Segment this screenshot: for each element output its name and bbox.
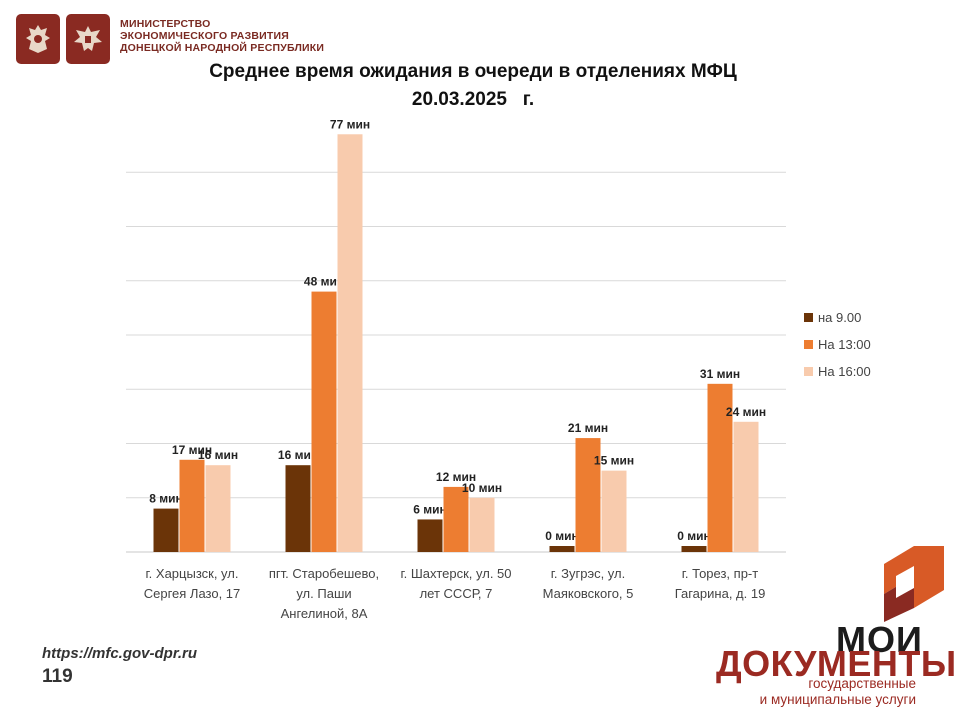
data-label: 0 мин [677, 529, 711, 543]
category-label: ул. Паши [296, 586, 351, 601]
brand-subtitle-line-1: государственные [808, 676, 916, 691]
category-label: Гагарина, д. 19 [675, 586, 766, 601]
legend-label: На 16:00 [818, 364, 871, 379]
page-number: 119 [42, 666, 73, 687]
header: МИНИСТЕРСТВО ЭКОНОМИЧЕСКОГО РАЗВИТИЯ ДОН… [16, 14, 324, 64]
data-label: 24 мин [726, 405, 766, 419]
legend-label: на 9.00 [818, 310, 861, 325]
coat-of-arms-emblem [16, 14, 60, 64]
category-label: г. Зугрэс, ул. [551, 566, 625, 581]
bar-1-2 [285, 465, 311, 552]
data-label: 6 мин [413, 502, 447, 516]
data-label: 31 мин [700, 367, 740, 381]
ministry-line-2: ЭКОНОМИЧЕСКОГО РАЗВИТИЯ [120, 30, 290, 42]
bar-3-4 [601, 470, 627, 552]
bar-3-1 [205, 465, 231, 552]
category-label: пгт. Старобешево, [269, 566, 379, 581]
chart-title: Среднее время ожидания в очереди в отдел… [209, 61, 737, 82]
bar-1-3 [417, 519, 443, 552]
legend-label: На 13:00 [818, 337, 871, 352]
data-label: 21 мин [568, 421, 608, 435]
category-label: г. Харцызск, ул. [146, 566, 239, 581]
brand-subtitle-line-2: и муниципальные услуги [759, 692, 916, 707]
data-label: 77 мин [330, 117, 370, 131]
legend-swatch [804, 340, 813, 349]
category-label: Ангелиной, 8А [281, 606, 368, 621]
bar-2-2 [311, 291, 337, 552]
data-label: 17 мин [172, 443, 212, 457]
data-label: 16 мин [198, 448, 238, 462]
brand-line-1: МОИ [836, 619, 923, 660]
brand-subtitle: государственные и муниципальные услуги [760, 676, 916, 708]
category-label: лет СССР, 7 [420, 586, 493, 601]
data-label: 48 мин [304, 275, 344, 289]
bar-3-2 [337, 134, 363, 552]
category-label: г. Шахтерск, ул. 50 [400, 566, 511, 581]
bar-2-5 [707, 383, 733, 552]
bar-3-5 [733, 421, 759, 552]
category-label: г. Торез, пр-т [682, 566, 758, 581]
brand-line-2: ДОКУМЕНТЫ [716, 643, 957, 684]
bar-2-4 [575, 438, 601, 552]
data-label: 15 мин [594, 454, 634, 468]
data-label: 8 мин [149, 492, 183, 506]
legend-swatch [804, 367, 813, 376]
ministry-name: МИНИСТЕРСТВО ЭКОНОМИЧЕСКОГО РАЗВИТИЯ ДОН… [120, 18, 324, 54]
bar-2-3 [443, 486, 469, 552]
bar-1-5 [681, 546, 707, 552]
ministry-line-1: МИНИСТЕРСТВО [120, 18, 211, 30]
legend-swatch [804, 313, 813, 322]
data-label: 0 мин [545, 529, 579, 543]
eagle-emblem [66, 14, 110, 64]
category-label: Сергея Лазо, 17 [144, 586, 241, 601]
bar-1-1 [153, 508, 179, 552]
chart-subtitle: 20.03.2025 г. [411, 89, 535, 110]
data-label: 16 мин [278, 448, 318, 462]
ministry-line-3: ДОНЕЦКОЙ НАРОДНОЙ РЕСПУБЛИКИ [120, 42, 325, 54]
data-label: 10 мин [462, 481, 502, 495]
moi-dokumenty-logo-icon [884, 546, 944, 622]
data-label: 12 мин [436, 470, 476, 484]
bar-1-4 [549, 546, 575, 552]
bar-3-3 [469, 497, 495, 552]
footer-url: https://mfc.gov-dpr.ru [42, 645, 197, 662]
bar-2-1 [179, 459, 205, 552]
chart-title-block: Среднее время ожидания в очереди в отдел… [0, 58, 946, 114]
category-label: Маяковского, 5 [543, 586, 634, 601]
